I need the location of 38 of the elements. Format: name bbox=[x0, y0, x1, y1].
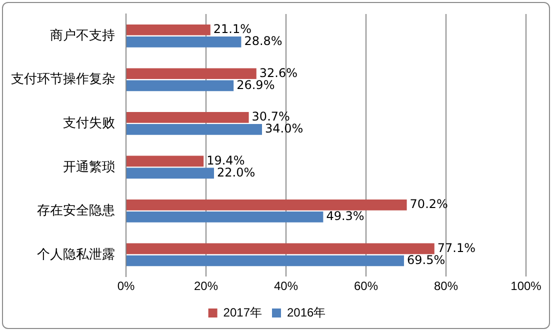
x-tick-label: 80% bbox=[434, 279, 458, 294]
y-tick-label: 支付失败 bbox=[63, 114, 115, 130]
bar bbox=[126, 80, 234, 92]
data-label: 22.0% bbox=[217, 165, 256, 180]
data-label: 49.3% bbox=[326, 209, 364, 224]
x-tick-label: 60% bbox=[354, 279, 378, 294]
bar bbox=[126, 200, 407, 210]
data-label: 28.8% bbox=[244, 34, 282, 48]
bar bbox=[126, 124, 262, 135]
legend-label: 2016年 bbox=[287, 305, 326, 320]
y-tick-label: 存在安全隐患 bbox=[37, 202, 115, 218]
data-label: 30.7% bbox=[252, 110, 290, 124]
x-tick-label: 0% bbox=[117, 279, 135, 294]
data-label: 77.1% bbox=[437, 240, 476, 255]
bar bbox=[126, 243, 434, 254]
y-tick-label: 支付环节操作复杂 bbox=[11, 71, 115, 86]
x-tick-label: 100% bbox=[510, 279, 542, 294]
data-label: 26.9% bbox=[236, 78, 275, 92]
bar bbox=[126, 255, 404, 266]
bar bbox=[126, 36, 242, 48]
bar bbox=[126, 156, 204, 167]
bar bbox=[126, 24, 210, 36]
data-label: 70.2% bbox=[410, 197, 448, 212]
y-tick-label: 开通繁琐 bbox=[63, 158, 115, 174]
y-tick-label: 个人隐私泄露 bbox=[37, 246, 115, 262]
data-label: 69.5% bbox=[407, 252, 446, 267]
x-tick-label: 20% bbox=[194, 279, 218, 294]
x-tick-label: 40% bbox=[274, 279, 298, 294]
y-tick-label: 商户不支持 bbox=[50, 27, 115, 42]
bar bbox=[126, 68, 256, 80]
legend-label: 2017年 bbox=[223, 305, 262, 320]
data-label: 34.0% bbox=[265, 122, 304, 136]
data-label: 19.4% bbox=[206, 153, 245, 168]
bar bbox=[126, 212, 324, 222]
bar bbox=[126, 112, 249, 123]
data-label: 32.6% bbox=[259, 66, 298, 80]
data-label: 21.1% bbox=[213, 22, 252, 36]
bar bbox=[126, 168, 214, 179]
